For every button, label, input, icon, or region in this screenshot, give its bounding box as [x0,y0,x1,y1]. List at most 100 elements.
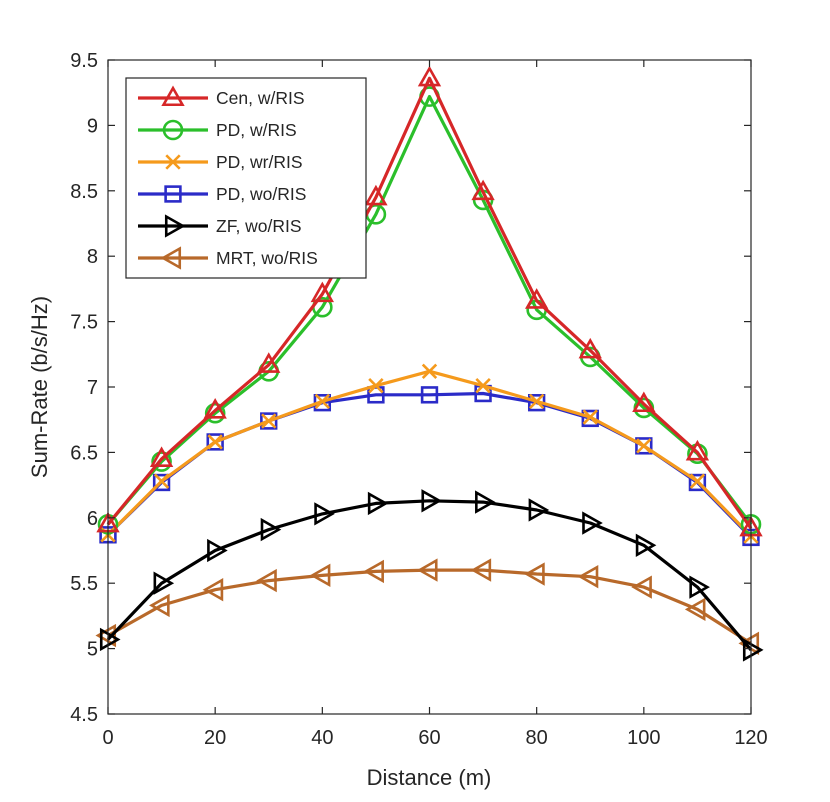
data-point [149,593,170,618]
data-point [368,378,384,394]
legend-marker [164,185,182,203]
data-point [367,491,389,516]
data-point [685,439,710,461]
data-point [470,558,492,582]
data-point [475,490,496,514]
data-point [257,352,281,373]
legend-entry: PD, wr/RIS [138,152,303,172]
data-point [420,386,439,404]
legend-marker [162,119,184,141]
series-layer [95,65,764,662]
data-point [632,391,656,413]
data-point [421,489,443,513]
data-point [684,597,706,622]
data-point [310,281,335,303]
data-point [206,433,224,451]
data-point [635,533,657,557]
legend-entry: PD, wo/RIS [138,184,306,204]
data-point [202,578,224,602]
data-point [582,409,598,425]
data-point [636,438,652,454]
data-point [153,571,175,595]
data-point [742,638,764,662]
y-axis-title: Sum-Rate (b/s/Hz) [27,296,52,478]
legend-entry: ZF, wo/RIS [138,214,302,238]
series-line [106,76,753,530]
data-point [524,288,549,309]
y-tick-label: 6 [87,508,98,530]
data-point [256,568,277,593]
x-tick-label: 120 [734,727,767,749]
series-mrt-wo-ris [95,558,760,656]
data-point [631,575,652,599]
series-line [106,94,753,526]
data-point [528,498,550,522]
data-point [688,473,707,492]
x-tick-label: 40 [311,727,333,749]
y-tick-label: 8.5 [70,181,98,203]
data-point [417,65,442,87]
data-point [99,627,121,652]
data-point [582,511,603,535]
data-point [149,446,174,467]
legend-box [125,77,367,279]
legend-marker [164,214,186,238]
legend-entry: MRT, wo/RIS [138,246,318,270]
data-point [364,184,388,206]
data-point [421,363,438,379]
legend-marker [165,154,181,170]
data-point [207,434,223,450]
data-point [524,562,545,586]
data-point [528,393,545,410]
data-point [203,398,227,419]
x-tick-label: 20 [204,727,226,749]
y-tick-label: 5 [87,639,98,661]
x-axis-title: Distance (m) [367,765,492,790]
legend-label: PD, wo/RIS [216,184,306,204]
y-tick-label: 4.5 [70,704,98,726]
data-point [314,502,335,526]
series-line [107,568,752,645]
legend-label: PD, wr/RIS [216,152,303,172]
data-point [260,412,278,430]
data-point [151,451,172,472]
data-point [581,409,599,428]
data-point [260,517,282,542]
data-point [261,413,277,429]
legend: Cen, w/RIS PD, w/RIS PD, wr/RIS PD, wo/RIS Z… [125,77,367,279]
y-tick-label: 5.5 [70,573,98,595]
series-zf-wo-ris [99,489,764,662]
data-point [204,402,226,424]
data-point [475,378,491,394]
x-tick-label: 60 [418,727,440,749]
y-tick-label: 9 [87,115,98,137]
legend-marker [160,246,182,270]
data-point [95,623,117,648]
data-point [577,564,599,589]
legend-label: MRT, wo/RIS [216,248,318,268]
data-point [689,473,706,489]
data-point [152,473,171,492]
legend-entry: Cen, w/RIS [138,85,305,108]
data-point [363,559,384,584]
data-point [153,473,170,489]
y-tick-label: 9.5 [70,50,98,72]
data-point [578,337,602,359]
legend-label: ZF, wo/RIS [216,216,302,236]
y-tick-label: 8 [87,246,98,268]
data-point [207,538,228,563]
data-point [416,558,438,582]
legend-label: Cen, w/RIS [216,88,305,108]
data-point [471,179,495,201]
x-tick-label: 80 [526,727,548,749]
y-tick-label: 7 [87,377,98,399]
data-point [309,563,331,588]
legend-marker [161,85,185,107]
x-tick-label: 0 [102,727,113,749]
data-point [689,575,710,599]
legend-entry: PD, w/RIS [138,119,297,141]
series-line [106,499,753,651]
series-cen-w-ris [96,65,763,537]
data-point [635,437,653,455]
